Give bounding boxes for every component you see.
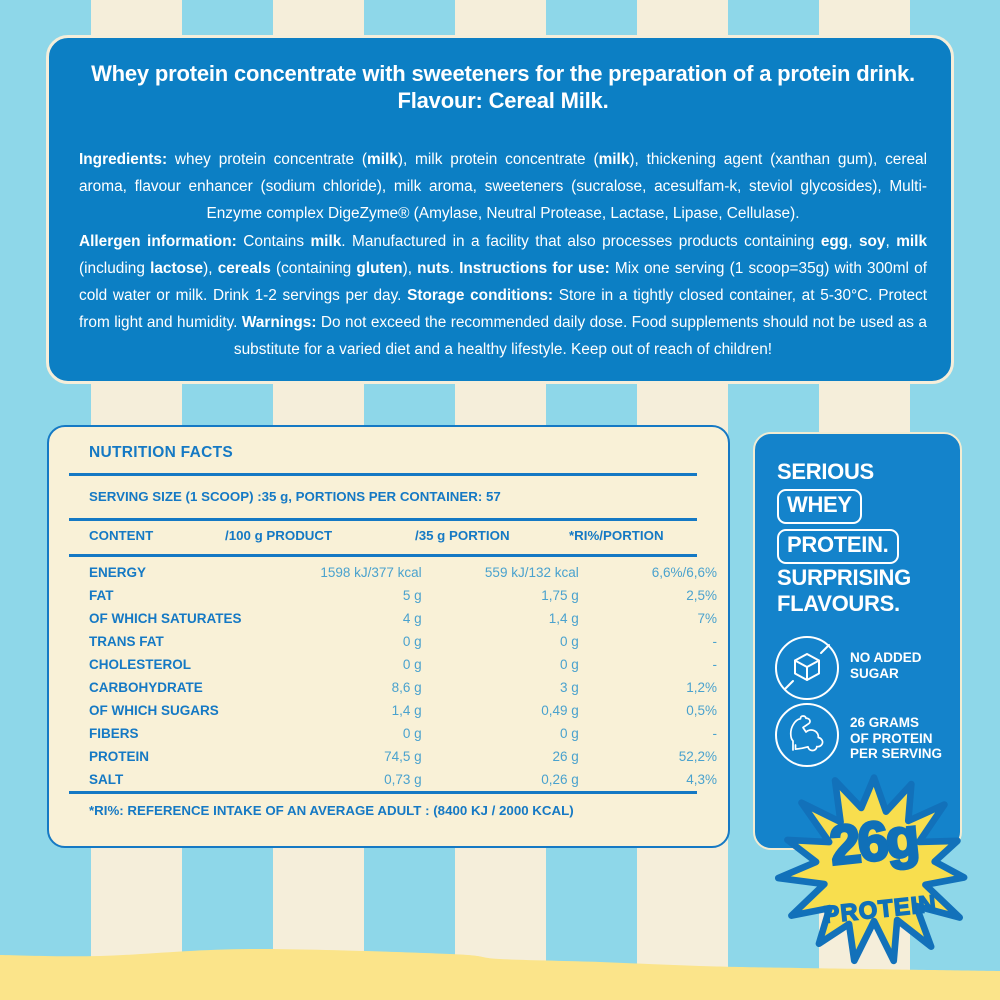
- svg-text:26g: 26g: [827, 806, 920, 877]
